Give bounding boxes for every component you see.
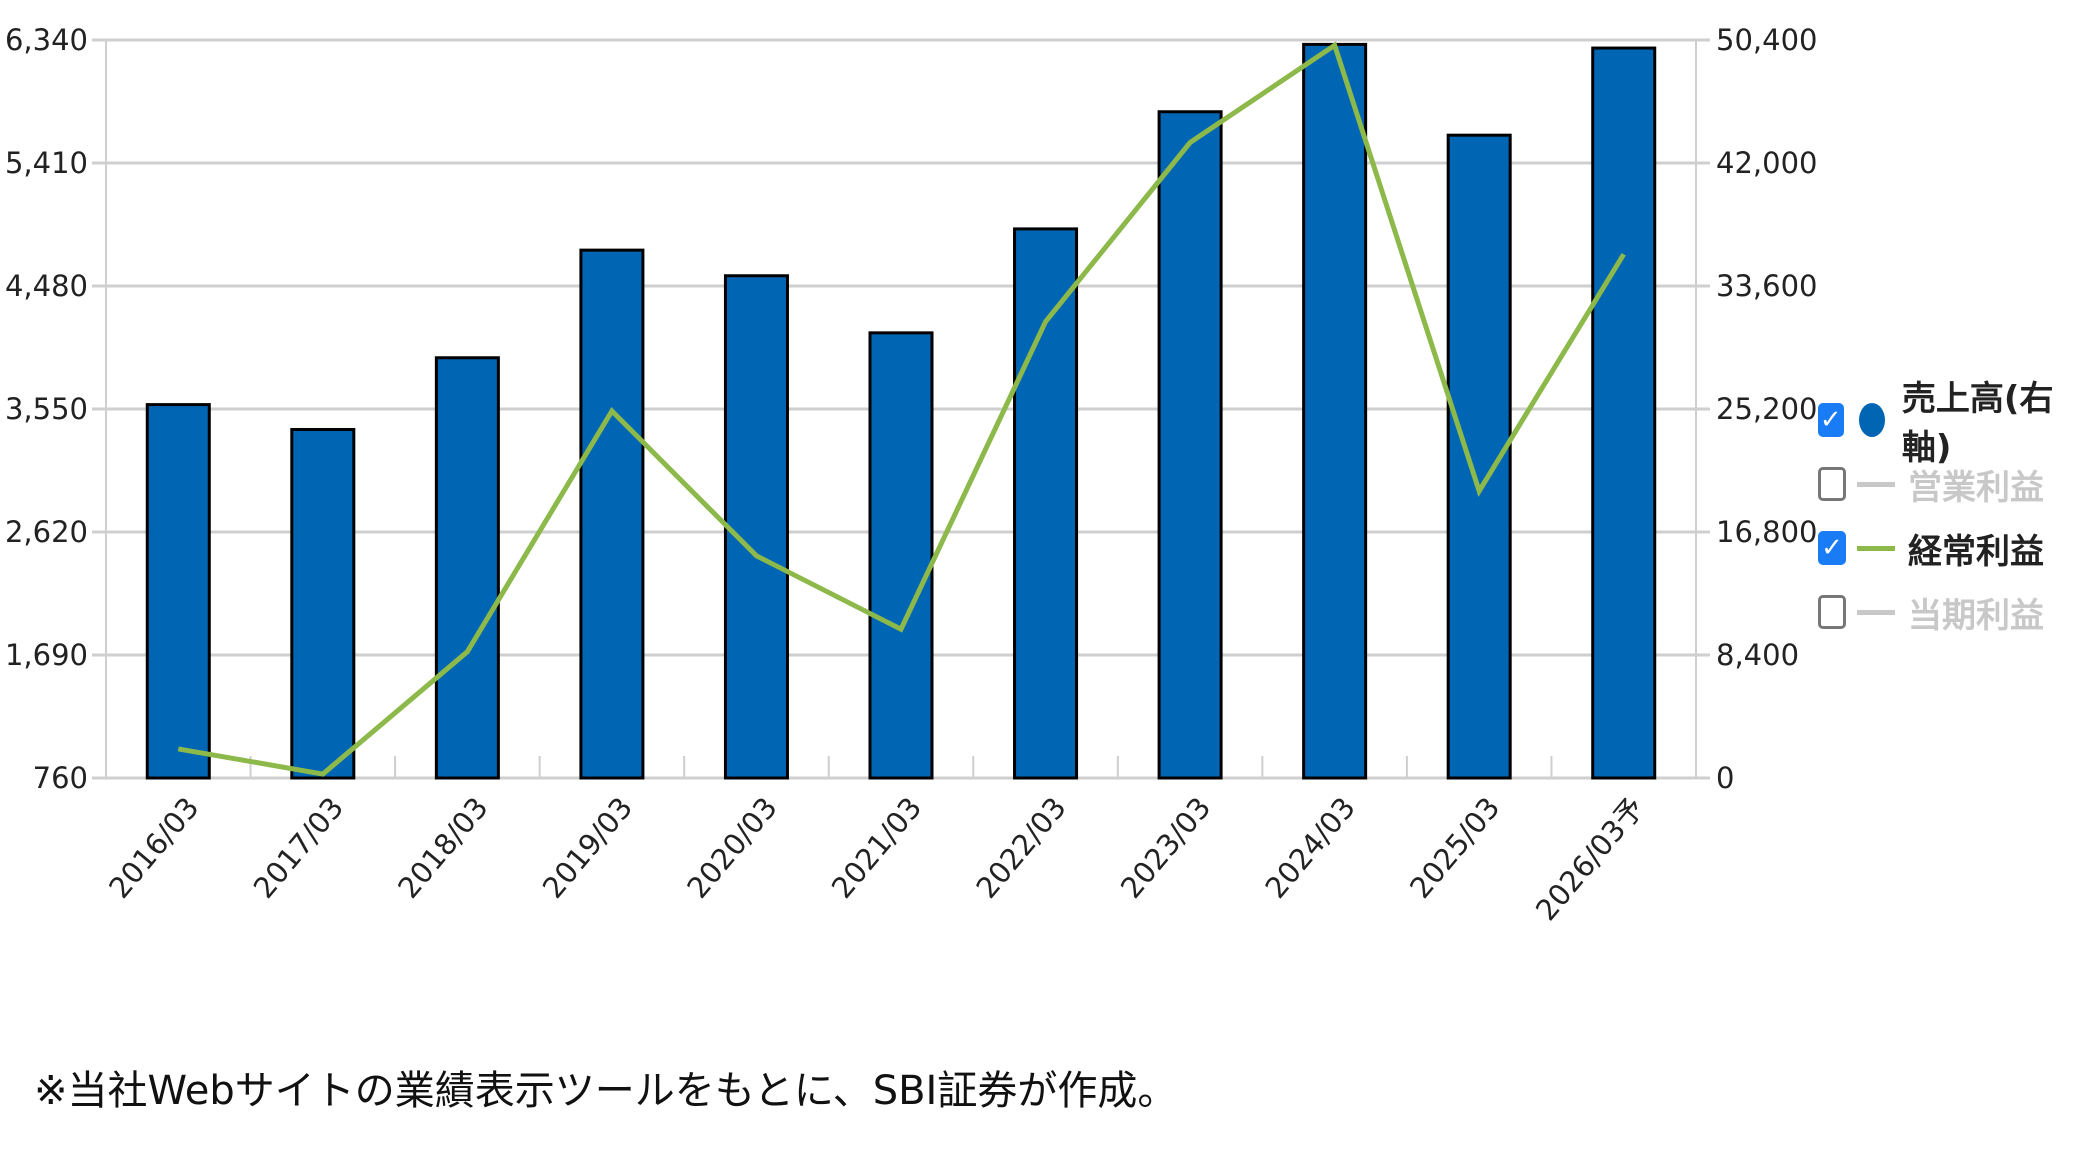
- circle-marker-icon: [1852, 403, 1892, 437]
- left-tick-label: 6,340: [5, 23, 88, 57]
- bar-2016/03: [145, 403, 211, 780]
- bar-2023/03: [1157, 110, 1223, 780]
- legend-item[interactable]: ✓ 経常利益: [1818, 516, 2086, 580]
- x-tick-label: 2018/03: [391, 791, 494, 905]
- right-tick-label: 25,200: [1716, 392, 1817, 426]
- footnote: ※当社Webサイトの業績表示ツールをもとに、SBI証券が作成。: [34, 1068, 1178, 1114]
- left-tick-label: 2,620: [5, 515, 88, 549]
- left-tick-label: 5,410: [5, 146, 88, 180]
- x-tick-label: 2024/03: [1259, 791, 1362, 905]
- legend-item[interactable]: 営業利益: [1818, 452, 2086, 516]
- legend-checkbox[interactable]: [1818, 595, 1846, 629]
- x-tick-label: 2019/03: [536, 791, 639, 905]
- line-marker-icon: [1854, 533, 1898, 563]
- line-keijo-rieki: [177, 41, 1626, 777]
- x-tick-label: 2017/03: [247, 791, 350, 905]
- legend-item[interactable]: ✓ 売上高(右軸): [1818, 379, 2086, 468]
- bar-2022/03: [1013, 227, 1079, 780]
- x-tick-label: 2026/03予: [1529, 791, 1651, 927]
- x-tick-label: 2023/03: [1114, 791, 1217, 905]
- legend-label: 営業利益: [1908, 467, 2044, 508]
- bar-2021/03: [868, 331, 934, 780]
- x-tick-label: 2016/03: [102, 791, 205, 905]
- legend-label: 売上高(右軸): [1901, 379, 2054, 468]
- legend-label: 経常利益: [1908, 531, 2044, 572]
- bar-2024/03: [1302, 42, 1368, 780]
- bar-2020/03: [723, 274, 789, 780]
- left-tick-label: 4,480: [5, 269, 88, 303]
- right-tick-label: 8,400: [1716, 638, 1799, 672]
- bar-2017/03: [290, 428, 356, 780]
- right-tick-label: 0: [1716, 761, 1734, 795]
- chart: 760 0 1,690 8,400 2,620 16,800 3,550 25,200 4,48…: [5, 23, 1818, 927]
- right-tick-label: 42,000: [1716, 146, 1817, 180]
- right-tick-label: 50,400: [1716, 23, 1817, 57]
- legend-checkbox[interactable]: ✓: [1818, 403, 1844, 437]
- legend-checkbox[interactable]: ✓: [1818, 531, 1846, 565]
- x-tick-label: 2022/03: [969, 791, 1072, 905]
- x-tick-label: 2020/03: [680, 791, 783, 905]
- legend-checkbox[interactable]: [1818, 467, 1846, 501]
- bar-2018/03: [434, 356, 500, 780]
- legend-item[interactable]: 当期利益: [1818, 580, 2086, 644]
- bar-2019/03: [579, 248, 645, 780]
- line-marker-icon: [1854, 469, 1898, 499]
- right-tick-label: 16,800: [1716, 515, 1817, 549]
- line-marker-icon: [1854, 597, 1898, 627]
- bar-2026/03予: [1591, 46, 1657, 780]
- x-tick-label: 2025/03: [1403, 791, 1506, 905]
- x-tick-label: 2021/03: [825, 791, 928, 905]
- left-tick-label: 1,690: [5, 638, 88, 672]
- right-tick-label: 33,600: [1716, 269, 1817, 303]
- legend: ✓ 売上高(右軸) 営業利益 ✓ 経常利益当期利益: [1818, 379, 2086, 644]
- legend-label: 当期利益: [1908, 595, 2044, 636]
- left-tick-label: 760: [33, 761, 88, 795]
- left-tick-label: 3,550: [5, 392, 88, 426]
